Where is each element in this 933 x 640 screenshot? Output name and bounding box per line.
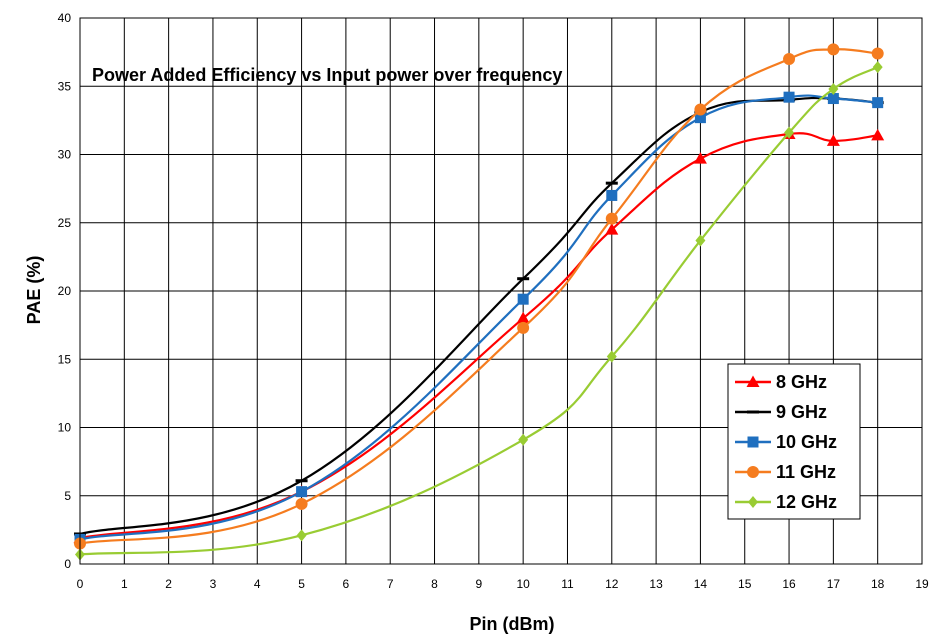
data-point-8-ghz <box>693 152 707 164</box>
x-tick-label: 1 <box>121 577 128 591</box>
legend: 8 GHz 9 GHz 10 GHz 11 GHz 12 GHz <box>727 363 861 520</box>
legend-label: 9 GHz <box>776 402 827 422</box>
data-point-11-ghz <box>827 43 840 56</box>
y-tick-label: 10 <box>58 421 72 435</box>
x-tick-label: 2 <box>165 577 172 591</box>
data-point-12-ghz <box>828 82 839 95</box>
y-tick-label: 35 <box>58 79 72 93</box>
data-point-10-ghz <box>827 93 839 105</box>
x-tick-label: 19 <box>915 577 929 591</box>
x-tick-label: 6 <box>343 577 350 591</box>
x-tick-label: 10 <box>516 577 530 591</box>
data-point-9-ghz <box>517 277 530 281</box>
y-tick-label: 0 <box>64 557 71 571</box>
data-point-10-ghz <box>694 112 706 124</box>
series-layer <box>73 43 885 561</box>
y-tick-label: 30 <box>58 148 72 162</box>
x-tick-label: 0 <box>77 577 84 591</box>
x-axis-title: Pin (dBm) <box>470 614 555 634</box>
data-point-11-ghz <box>605 212 618 225</box>
legend-label: 8 GHz <box>776 372 827 392</box>
data-point-12-ghz <box>784 126 795 139</box>
x-tick-label: 17 <box>827 577 841 591</box>
data-point-12-ghz <box>872 61 883 74</box>
y-tick-label: 40 <box>58 11 72 25</box>
series-line-9-ghz <box>79 96 878 536</box>
x-tick-label: 8 <box>431 577 438 591</box>
x-tick-label: 11 <box>561 577 574 591</box>
data-point-10-ghz <box>296 486 308 498</box>
data-point-10-ghz <box>783 91 795 103</box>
series-12-ghz <box>75 61 883 561</box>
series-line-10-ghz <box>79 94 878 541</box>
data-point-8-ghz <box>871 128 885 141</box>
x-tick-label: 5 <box>298 577 305 591</box>
legend-label: 12 GHz <box>776 492 837 512</box>
legend-marker <box>748 496 758 508</box>
legend-marker <box>747 410 759 414</box>
x-tick-label: 12 <box>605 577 619 591</box>
series-line-11-ghz <box>79 48 878 545</box>
data-point-10-ghz <box>872 97 884 109</box>
legend-marker <box>747 466 759 478</box>
data-point-12-ghz <box>296 529 307 542</box>
legend-entry-10-ghz: 10 GHz <box>735 432 837 452</box>
x-tick-label: 14 <box>694 577 708 591</box>
data-point-8-ghz <box>605 223 619 235</box>
legend-entry-11-ghz: 11 GHz <box>735 462 836 482</box>
data-point-10-ghz <box>517 293 529 305</box>
series-11-ghz <box>74 43 884 550</box>
data-point-8-ghz <box>516 311 530 324</box>
x-tick-label: 16 <box>782 577 796 591</box>
legend-label: 11 GHz <box>776 462 836 482</box>
data-point-11-ghz <box>295 497 308 510</box>
legend-marker <box>746 375 760 387</box>
data-point-12-ghz <box>606 350 617 363</box>
y-tick-label: 20 <box>58 284 72 298</box>
x-tick-label: 18 <box>871 577 885 591</box>
legend-label: 10 GHz <box>776 432 837 452</box>
x-tick-label: 3 <box>210 577 217 591</box>
data-point-9-ghz <box>295 479 308 483</box>
x-tick-label: 13 <box>649 577 663 591</box>
data-point-10-ghz <box>606 189 618 201</box>
legend-marker <box>747 436 759 448</box>
y-tick-label: 25 <box>58 216 72 230</box>
chart-title: Power Added Efficiency vs Input power ov… <box>92 65 562 85</box>
data-point-11-ghz <box>694 103 707 116</box>
legend-entry-9-ghz: 9 GHz <box>735 402 827 422</box>
x-tick-label: 7 <box>387 577 394 591</box>
x-tick-label: 4 <box>254 577 261 591</box>
x-tick-label: 15 <box>738 577 752 591</box>
data-point-8-ghz <box>826 134 840 146</box>
y-tick-label: 5 <box>64 489 71 503</box>
data-point-11-ghz <box>783 52 796 65</box>
x-tick-labels: 0 1 2 3 4 5 6 7 8 9 10 11 12 13 14 15 16 17 18 19 <box>77 577 929 591</box>
data-point-12-ghz <box>695 234 706 247</box>
data-point-12-ghz <box>518 433 529 446</box>
legend-entry-8-ghz: 8 GHz <box>735 372 827 392</box>
y-axis-title: PAE (%) <box>24 256 44 325</box>
data-point-11-ghz <box>871 47 884 60</box>
plot-frame <box>79 17 923 565</box>
data-point-9-ghz <box>605 181 618 185</box>
data-point-11-ghz <box>517 321 530 334</box>
legend-entry-12-ghz: 12 GHz <box>735 492 837 512</box>
y-tick-label: 15 <box>58 352 72 366</box>
y-tick-labels: 0 5 10 15 20 25 30 35 40 <box>58 11 72 571</box>
x-tick-label: 9 <box>475 577 482 591</box>
